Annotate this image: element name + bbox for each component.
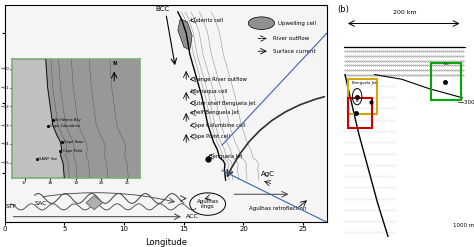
Text: BCC: BCC: [155, 5, 169, 12]
Text: Cape Columbine cell: Cape Columbine cell: [191, 123, 245, 128]
Text: SAWF line: SAWF line: [39, 157, 58, 161]
Polygon shape: [86, 196, 103, 210]
Text: 1000 m: 1000 m: [453, 223, 474, 228]
Text: Upwelling cell: Upwelling cell: [278, 21, 316, 26]
Text: 300 m: 300 m: [464, 100, 474, 105]
Text: Benguela Jet: Benguela Jet: [209, 154, 242, 159]
Text: SAC: SAC: [35, 201, 47, 206]
Text: STF: STF: [6, 204, 18, 209]
Text: Namaqua cell: Namaqua cell: [191, 89, 228, 94]
Text: Outer shelf Benguela Jet: Outer shelf Benguela Jet: [191, 101, 255, 106]
Text: b-c: b-c: [443, 62, 449, 66]
X-axis label: Longitude: Longitude: [145, 238, 187, 247]
Text: Cape Point cell: Cape Point cell: [191, 134, 230, 139]
Text: Cape Point: Cape Point: [63, 148, 82, 153]
Text: ACC: ACC: [186, 214, 199, 219]
Text: N: N: [112, 61, 116, 66]
Text: b-: b-: [355, 100, 359, 103]
Text: St Helena Bay: St Helena Bay: [55, 119, 81, 123]
Text: Agulhas
rings: Agulhas rings: [197, 199, 219, 209]
Text: Agulhas retroflection: Agulhas retroflection: [249, 206, 307, 211]
Text: Benguela Jet: Benguela Jet: [352, 81, 376, 85]
Text: River outflow: River outflow: [273, 36, 310, 41]
Text: 200 km: 200 km: [392, 10, 416, 15]
Text: shelf Benguela Jet: shelf Benguela Jet: [191, 110, 239, 115]
Text: Cape Columbine: Cape Columbine: [50, 124, 80, 128]
Polygon shape: [12, 50, 140, 178]
Text: Luderitz cell: Luderitz cell: [191, 18, 223, 23]
Text: AgC: AgC: [261, 171, 275, 177]
Text: Surface current: Surface current: [273, 49, 316, 54]
Text: BOC: BOC: [45, 63, 60, 69]
Polygon shape: [178, 19, 192, 50]
Text: (b): (b): [337, 5, 349, 14]
Text: Orange River outflow: Orange River outflow: [191, 77, 247, 82]
Text: Cape Town: Cape Town: [64, 140, 83, 144]
Ellipse shape: [248, 17, 274, 29]
